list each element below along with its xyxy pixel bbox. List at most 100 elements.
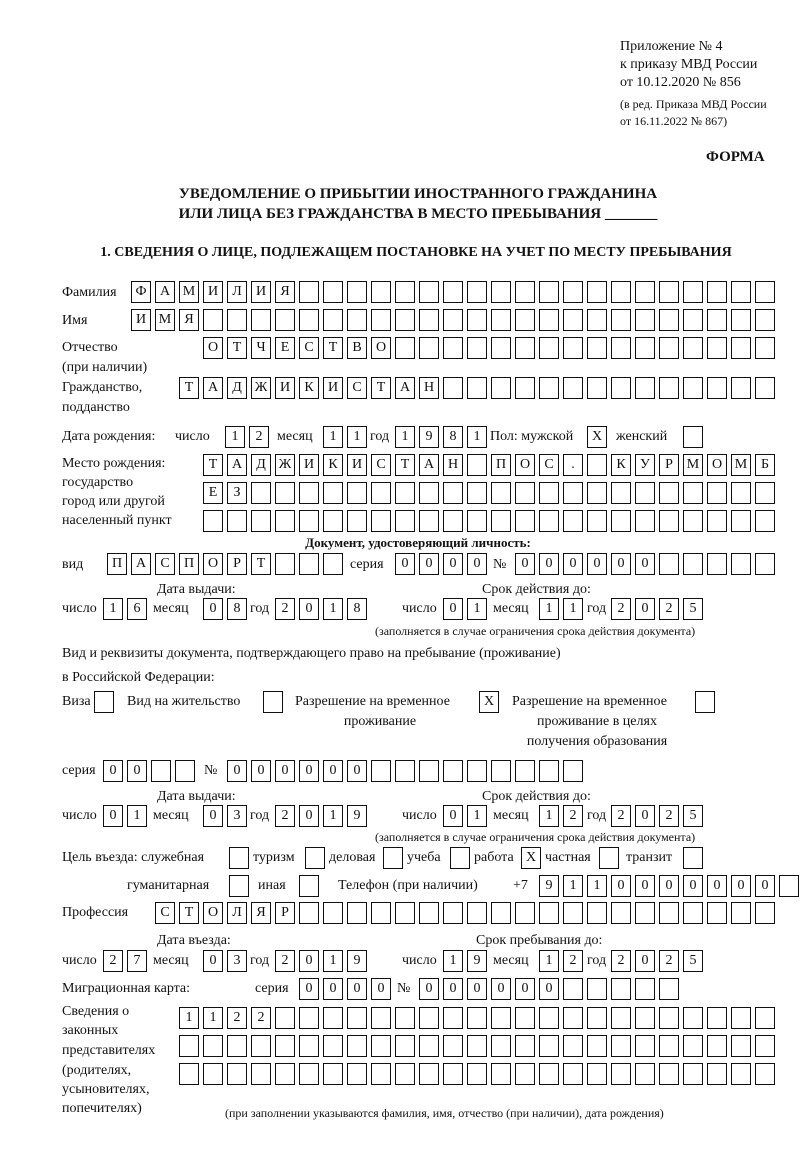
char-cell[interactable]: [683, 510, 703, 532]
char-cell[interactable]: Л: [227, 281, 247, 303]
char-cell[interactable]: [275, 510, 295, 532]
char-cell[interactable]: [515, 760, 535, 782]
char-cell[interactable]: 0: [635, 805, 655, 827]
char-cell[interactable]: [731, 337, 751, 359]
char-cell[interactable]: Р: [227, 553, 247, 575]
char-cell[interactable]: С: [155, 553, 175, 575]
char-cell[interactable]: 0: [563, 553, 583, 575]
char-cell[interactable]: [323, 1063, 343, 1085]
char-cell[interactable]: [635, 902, 655, 924]
char-cell[interactable]: 0: [323, 760, 343, 782]
char-cell[interactable]: [419, 337, 439, 359]
char-cell[interactable]: 8: [443, 426, 463, 448]
char-cell[interactable]: Ф: [131, 281, 151, 303]
char-cell[interactable]: Ж: [251, 377, 271, 399]
char-cell[interactable]: 2: [251, 1007, 271, 1029]
char-cell[interactable]: [539, 760, 559, 782]
char-cell[interactable]: [731, 1007, 751, 1029]
char-cell[interactable]: [491, 1007, 511, 1029]
char-cell[interactable]: [755, 377, 775, 399]
char-cell[interactable]: [323, 902, 343, 924]
char-cell[interactable]: 1: [323, 950, 343, 972]
char-cell[interactable]: [563, 1063, 583, 1085]
checkbox-cell[interactable]: [229, 847, 249, 869]
char-cell[interactable]: [203, 510, 223, 532]
char-cell[interactable]: [683, 553, 703, 575]
char-cell[interactable]: [515, 482, 535, 504]
char-cell[interactable]: Р: [659, 454, 679, 476]
char-cell[interactable]: [635, 510, 655, 532]
char-cell[interactable]: 2: [275, 598, 295, 620]
char-cell[interactable]: А: [419, 454, 439, 476]
char-cell[interactable]: 0: [299, 598, 319, 620]
char-cell[interactable]: Т: [179, 902, 199, 924]
char-cell[interactable]: 9: [467, 950, 487, 972]
char-cell[interactable]: [539, 377, 559, 399]
char-cell[interactable]: [347, 1063, 367, 1085]
char-cell[interactable]: [539, 482, 559, 504]
char-cell[interactable]: И: [203, 281, 223, 303]
char-cell[interactable]: М: [155, 309, 175, 331]
char-cell[interactable]: [731, 309, 751, 331]
char-cell[interactable]: [659, 1007, 679, 1029]
char-cell[interactable]: 7: [127, 950, 147, 972]
char-cell[interactable]: [443, 1035, 463, 1057]
char-cell[interactable]: [275, 553, 295, 575]
char-cell[interactable]: [323, 1035, 343, 1057]
char-cell[interactable]: [515, 902, 535, 924]
char-cell[interactable]: [419, 1007, 439, 1029]
char-cell[interactable]: [395, 281, 415, 303]
checkbox-cell[interactable]: [229, 875, 249, 897]
char-cell[interactable]: [731, 553, 751, 575]
char-cell[interactable]: [539, 281, 559, 303]
char-cell[interactable]: [515, 281, 535, 303]
char-cell[interactable]: 0: [419, 553, 439, 575]
char-cell[interactable]: [587, 337, 607, 359]
char-cell[interactable]: [587, 482, 607, 504]
char-cell[interactable]: 0: [203, 950, 223, 972]
checkbox-cell[interactable]: X: [587, 426, 607, 448]
checkbox-cell[interactable]: [450, 847, 470, 869]
char-cell[interactable]: 6: [127, 598, 147, 620]
char-cell[interactable]: [443, 760, 463, 782]
char-cell[interactable]: [539, 309, 559, 331]
char-cell[interactable]: [731, 482, 751, 504]
char-cell[interactable]: 0: [347, 760, 367, 782]
char-cell[interactable]: [563, 482, 583, 504]
char-cell[interactable]: [203, 309, 223, 331]
char-cell[interactable]: [395, 337, 415, 359]
char-cell[interactable]: [371, 510, 391, 532]
char-cell[interactable]: В: [347, 337, 367, 359]
char-cell[interactable]: 2: [659, 950, 679, 972]
char-cell[interactable]: 1: [563, 875, 583, 897]
char-cell[interactable]: 0: [491, 978, 511, 1000]
char-cell[interactable]: [611, 377, 631, 399]
char-cell[interactable]: [563, 281, 583, 303]
char-cell[interactable]: [755, 281, 775, 303]
char-cell[interactable]: [251, 482, 271, 504]
checkbox-cell[interactable]: [683, 847, 703, 869]
char-cell[interactable]: С: [371, 454, 391, 476]
char-cell[interactable]: Т: [227, 337, 247, 359]
char-cell[interactable]: [323, 281, 343, 303]
char-cell[interactable]: 0: [127, 760, 147, 782]
char-cell[interactable]: [707, 1007, 727, 1029]
char-cell[interactable]: [347, 281, 367, 303]
char-cell[interactable]: Т: [203, 454, 223, 476]
char-cell[interactable]: [659, 1035, 679, 1057]
char-cell[interactable]: [371, 1007, 391, 1029]
char-cell[interactable]: И: [251, 281, 271, 303]
char-cell[interactable]: [635, 978, 655, 1000]
char-cell[interactable]: [323, 482, 343, 504]
char-cell[interactable]: [635, 337, 655, 359]
char-cell[interactable]: 5: [683, 805, 703, 827]
char-cell[interactable]: [539, 510, 559, 532]
char-cell[interactable]: [683, 377, 703, 399]
char-cell[interactable]: 2: [249, 426, 269, 448]
char-cell[interactable]: [659, 553, 679, 575]
char-cell[interactable]: [683, 337, 703, 359]
char-cell[interactable]: Б: [755, 454, 775, 476]
char-cell[interactable]: [347, 309, 367, 331]
char-cell[interactable]: [347, 510, 367, 532]
char-cell[interactable]: [443, 309, 463, 331]
